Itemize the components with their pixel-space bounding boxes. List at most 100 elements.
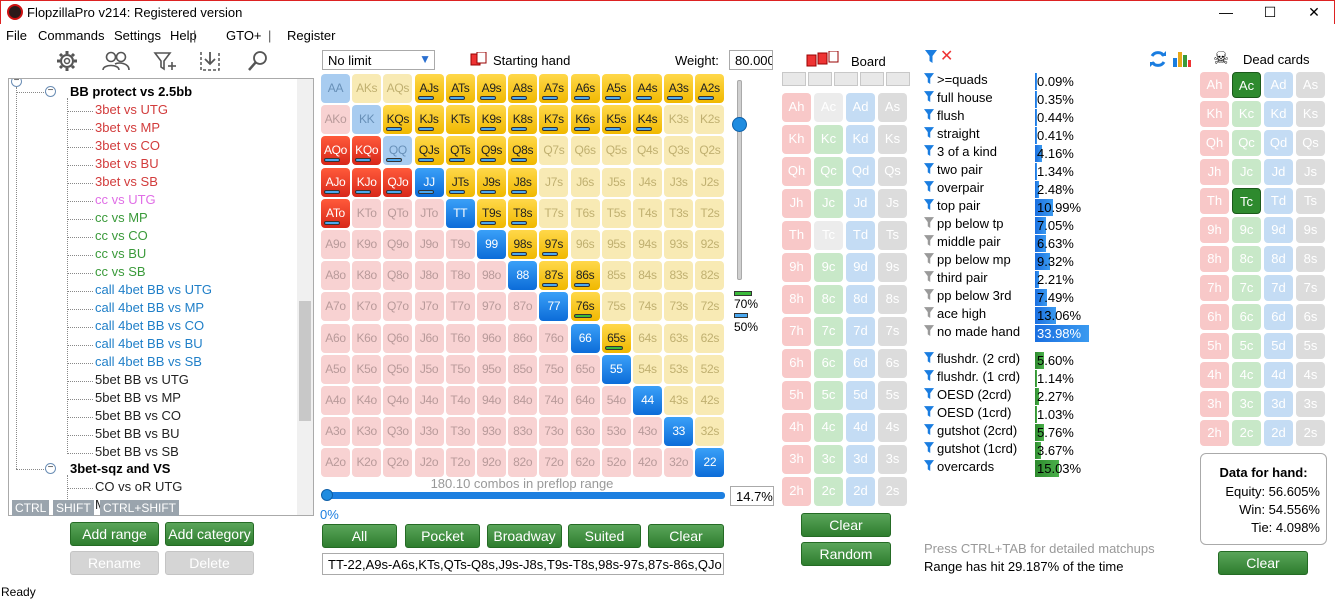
- hand-cell-87o[interactable]: 87o: [508, 292, 538, 322]
- hand-cell-87s[interactable]: 87s: [539, 261, 569, 291]
- hand-cell-97o[interactable]: 97o: [477, 292, 506, 322]
- board-card-Jd[interactable]: Jd: [846, 189, 875, 218]
- menu-register[interactable]: Register: [287, 28, 336, 43]
- hand-cell-Q2s[interactable]: Q2s: [695, 136, 725, 166]
- hand-cell-75s[interactable]: 75s: [601, 292, 631, 322]
- board-card-4s[interactable]: 4s: [878, 413, 907, 442]
- gear-icon[interactable]: [56, 50, 78, 72]
- dead-clear-button[interactable]: Clear: [1218, 551, 1308, 575]
- hand-cell-76s[interactable]: 76s: [570, 292, 600, 322]
- hand-cell-92o[interactable]: 92o: [477, 448, 506, 478]
- hand-cell-85s[interactable]: 85s: [601, 261, 631, 291]
- hand-cell-K3s[interactable]: K3s: [664, 105, 694, 135]
- board-card-3s[interactable]: 3s: [878, 445, 907, 474]
- tree-item[interactable]: call 4bet BB vs CO: [95, 318, 205, 333]
- menu-gto[interactable]: GTO+: [226, 28, 262, 43]
- hand-cell-T7o[interactable]: T7o: [445, 292, 475, 322]
- hand-cell-54o[interactable]: 54o: [601, 386, 631, 415]
- stat-row[interactable]: pp below 3rd: [924, 288, 1011, 306]
- hand-cell-J7o[interactable]: J7o: [414, 292, 444, 322]
- hand-cell-T4s[interactable]: T4s: [633, 198, 662, 228]
- hand-cell-Q6o[interactable]: Q6o: [383, 323, 413, 353]
- dead-card-Th[interactable]: Th: [1200, 188, 1229, 214]
- broadway-button[interactable]: Broadway: [487, 524, 562, 548]
- stat-row[interactable]: full house: [924, 90, 993, 108]
- hand-cell-A2s[interactable]: A2s: [695, 74, 725, 103]
- hand-cell-J7s[interactable]: J7s: [539, 167, 569, 197]
- board-card-2d[interactable]: 2d: [846, 477, 875, 506]
- rename-button[interactable]: Rename: [70, 551, 159, 575]
- search-icon[interactable]: [246, 50, 270, 72]
- collapse-icon[interactable]: −: [11, 79, 22, 87]
- dead-card-Jd[interactable]: Jd: [1264, 159, 1293, 185]
- board-card-7s[interactable]: 7s: [878, 317, 907, 346]
- hand-cell-T3s[interactable]: T3s: [664, 198, 694, 228]
- board-card-Kc[interactable]: Kc: [814, 125, 843, 154]
- dead-card-6s[interactable]: 6s: [1296, 304, 1325, 330]
- hand-cell-KQs[interactable]: KQs: [383, 105, 413, 135]
- hand-cell-AJo[interactable]: AJo: [321, 167, 350, 197]
- board-card-Ad[interactable]: Ad: [846, 93, 875, 122]
- hand-cell-Q9s[interactable]: Q9s: [477, 136, 506, 166]
- weight-slider-thumb[interactable]: [732, 117, 747, 132]
- stat-row[interactable]: flush: [924, 108, 964, 126]
- dead-card-Qs[interactable]: Qs: [1296, 130, 1325, 156]
- board-card-9c[interactable]: 9c: [814, 253, 843, 282]
- hand-cell-KJo[interactable]: KJo: [352, 167, 382, 197]
- stat-row[interactable]: gutshot (2crd): [924, 423, 1017, 441]
- hand-cell-JTo[interactable]: JTo: [414, 198, 444, 228]
- board-card-8h[interactable]: 8h: [782, 285, 811, 314]
- hand-cell-97s[interactable]: 97s: [539, 230, 569, 259]
- hand-cell-22[interactable]: 22: [695, 448, 725, 478]
- hand-cell-44[interactable]: 44: [633, 386, 662, 415]
- dead-card-3c[interactable]: 3c: [1232, 391, 1261, 417]
- dead-card-5c[interactable]: 5c: [1232, 333, 1261, 359]
- hand-cell-72s[interactable]: 72s: [695, 292, 725, 322]
- hand-cell-98s[interactable]: 98s: [508, 230, 538, 259]
- board-card-3c[interactable]: 3c: [814, 445, 843, 474]
- hand-cell-K6o[interactable]: K6o: [352, 323, 382, 353]
- hand-cell-33[interactable]: 33: [664, 417, 694, 447]
- board-card-6h[interactable]: 6h: [782, 349, 811, 378]
- hand-cell-Q4o[interactable]: Q4o: [383, 386, 413, 415]
- stat-row[interactable]: pp below tp: [924, 216, 1004, 234]
- board-card-Ts[interactable]: Ts: [878, 221, 907, 250]
- hand-cell-T9s[interactable]: T9s: [477, 198, 506, 228]
- dead-card-Ah[interactable]: Ah: [1200, 72, 1229, 98]
- hand-cell-QTo[interactable]: QTo: [383, 198, 413, 228]
- board-card-4c[interactable]: 4c: [814, 413, 843, 442]
- hand-cell-JJ[interactable]: JJ: [414, 167, 444, 197]
- menu-settings[interactable]: Settings: [114, 28, 161, 43]
- dead-card-Qc[interactable]: Qc: [1232, 130, 1261, 156]
- dead-card-2c[interactable]: 2c: [1232, 420, 1261, 446]
- board-card-Jh[interactable]: Jh: [782, 189, 811, 218]
- hand-cell-85o[interactable]: 85o: [508, 354, 538, 384]
- dead-card-Jh[interactable]: Jh: [1200, 159, 1229, 185]
- hand-cell-T6s[interactable]: T6s: [570, 198, 600, 228]
- tree-item[interactable]: 3bet vs BU: [95, 156, 159, 171]
- hand-cell-K9o[interactable]: K9o: [352, 230, 382, 259]
- hand-cell-AKs[interactable]: AKs: [352, 74, 382, 103]
- hand-cell-T8o[interactable]: T8o: [445, 261, 475, 291]
- dead-card-Ks[interactable]: Ks: [1296, 101, 1325, 127]
- hand-cell-J2o[interactable]: J2o: [414, 448, 444, 478]
- hand-cell-53o[interactable]: 53o: [601, 417, 631, 447]
- hand-cell-92s[interactable]: 92s: [695, 230, 725, 259]
- range-tree[interactable]: − − BB protect vs 2.5bb 3bet vs UTG 3bet …: [8, 78, 314, 516]
- tree-item[interactable]: cc vs UTG: [95, 192, 156, 207]
- dead-card-2h[interactable]: 2h: [1200, 420, 1229, 446]
- hand-cell-KJs[interactable]: KJs: [414, 105, 444, 135]
- board-card-2h[interactable]: 2h: [782, 477, 811, 506]
- stat-row[interactable]: overcards: [924, 459, 994, 477]
- board-slot-1[interactable]: [782, 72, 806, 86]
- hand-cell-J8o[interactable]: J8o: [414, 261, 444, 291]
- dead-card-8c[interactable]: 8c: [1232, 246, 1261, 272]
- hand-cell-J9o[interactable]: J9o: [414, 230, 444, 259]
- board-card-Qs[interactable]: Qs: [878, 157, 907, 186]
- hand-cell-T9o[interactable]: T9o: [445, 230, 475, 259]
- hand-cell-94o[interactable]: 94o: [477, 386, 506, 415]
- hand-cell-52s[interactable]: 52s: [695, 354, 725, 384]
- hand-cell-A4o[interactable]: A4o: [321, 386, 350, 415]
- dead-card-2d[interactable]: 2d: [1264, 420, 1293, 446]
- dead-card-9h[interactable]: 9h: [1200, 217, 1229, 243]
